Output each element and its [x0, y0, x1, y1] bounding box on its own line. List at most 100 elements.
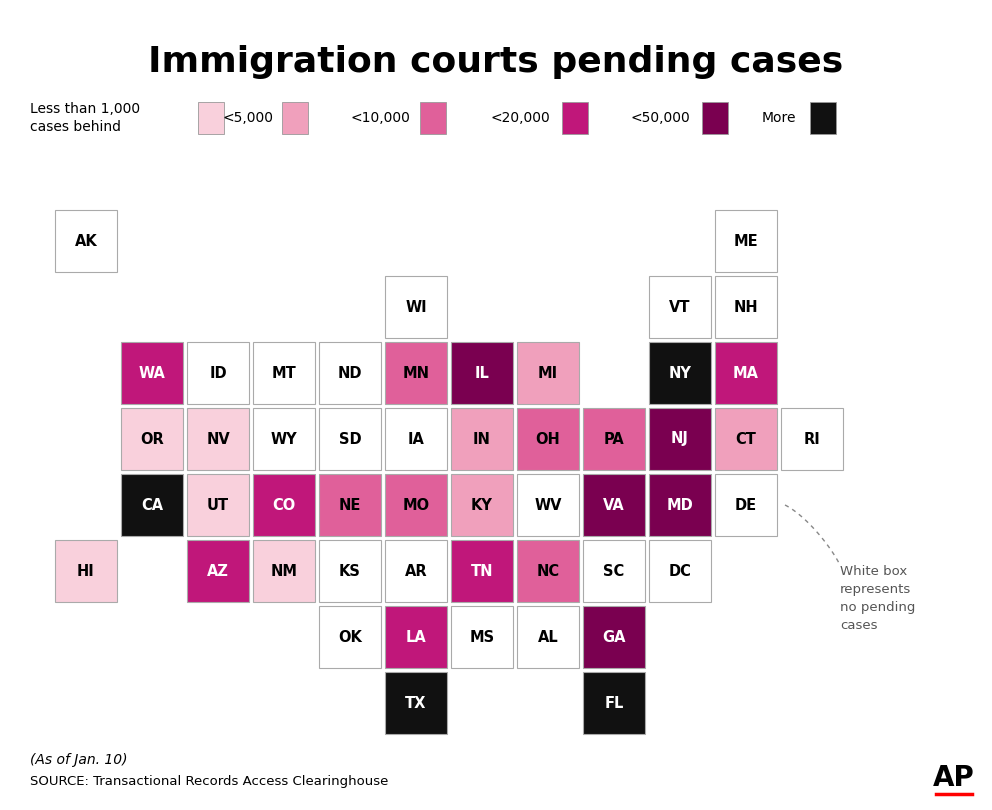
Bar — [649, 276, 711, 338]
Text: DE: DE — [735, 497, 757, 513]
Bar — [649, 474, 711, 536]
Bar — [649, 408, 711, 470]
Bar — [517, 606, 579, 668]
Text: VT: VT — [670, 300, 690, 314]
Text: <10,000: <10,000 — [350, 111, 410, 125]
Bar — [451, 540, 513, 602]
Text: UT: UT — [207, 497, 229, 513]
Text: DC: DC — [669, 564, 691, 578]
Bar — [517, 540, 579, 602]
Bar — [385, 606, 447, 668]
Text: TN: TN — [471, 564, 493, 578]
Bar — [517, 408, 579, 470]
Bar — [385, 342, 447, 404]
Text: AP: AP — [933, 764, 975, 792]
Bar — [715, 210, 777, 272]
Bar — [517, 474, 579, 536]
Text: MO: MO — [403, 497, 430, 513]
Text: IL: IL — [474, 365, 489, 381]
Text: IA: IA — [408, 432, 425, 446]
Bar — [55, 540, 117, 602]
Bar — [121, 342, 183, 404]
Text: KY: KY — [471, 497, 493, 513]
Text: GA: GA — [602, 629, 626, 645]
Bar — [702, 102, 728, 134]
Text: OK: OK — [338, 629, 362, 645]
Bar — [649, 540, 711, 602]
Text: <50,000: <50,000 — [630, 111, 689, 125]
Text: WA: WA — [139, 365, 166, 381]
Bar — [319, 540, 381, 602]
Text: <5,000: <5,000 — [222, 111, 273, 125]
Bar — [583, 606, 645, 668]
Text: MI: MI — [538, 365, 558, 381]
Text: MA: MA — [733, 365, 759, 381]
Bar — [187, 342, 249, 404]
Bar — [385, 276, 447, 338]
Bar — [451, 606, 513, 668]
Text: Less than 1,000
cases behind: Less than 1,000 cases behind — [30, 102, 140, 134]
Bar — [517, 342, 579, 404]
Text: NJ: NJ — [671, 432, 688, 446]
Bar — [319, 474, 381, 536]
Bar — [319, 342, 381, 404]
Bar — [385, 672, 447, 734]
Bar — [319, 408, 381, 470]
Text: OR: OR — [140, 432, 164, 446]
Text: AL: AL — [538, 629, 558, 645]
Text: TX: TX — [406, 696, 427, 710]
Bar — [253, 474, 315, 536]
Text: NV: NV — [206, 432, 230, 446]
Bar — [253, 342, 315, 404]
Bar — [198, 102, 224, 134]
Bar — [715, 408, 777, 470]
Text: White box
represents
no pending
cases: White box represents no pending cases — [840, 565, 916, 632]
Text: PA: PA — [603, 432, 624, 446]
Bar — [385, 540, 447, 602]
Text: WI: WI — [405, 300, 427, 314]
Text: SC: SC — [603, 564, 625, 578]
Bar — [583, 672, 645, 734]
Text: More: More — [762, 111, 797, 125]
Text: FL: FL — [604, 696, 624, 710]
Text: <20,000: <20,000 — [490, 111, 550, 125]
Bar — [451, 342, 513, 404]
Bar — [121, 408, 183, 470]
Text: AR: AR — [405, 564, 428, 578]
Bar — [385, 408, 447, 470]
Bar — [649, 342, 711, 404]
Text: RI: RI — [804, 432, 820, 446]
Text: VA: VA — [603, 497, 625, 513]
Text: NC: NC — [537, 564, 559, 578]
Bar — [583, 474, 645, 536]
Bar — [715, 342, 777, 404]
Bar — [55, 210, 117, 272]
Bar — [451, 474, 513, 536]
Text: MS: MS — [469, 629, 495, 645]
Text: MN: MN — [403, 365, 430, 381]
Text: (As of Jan. 10): (As of Jan. 10) — [30, 753, 128, 767]
Bar — [810, 102, 836, 134]
Bar — [187, 408, 249, 470]
Bar — [583, 540, 645, 602]
Bar — [451, 408, 513, 470]
Bar — [715, 474, 777, 536]
Bar — [562, 102, 588, 134]
Bar — [420, 102, 446, 134]
Text: HI: HI — [77, 564, 95, 578]
Bar — [282, 102, 308, 134]
Text: NM: NM — [271, 564, 298, 578]
Text: NY: NY — [669, 365, 691, 381]
Bar — [781, 408, 843, 470]
Text: MT: MT — [272, 365, 297, 381]
Text: Immigration courts pending cases: Immigration courts pending cases — [149, 45, 843, 79]
Text: CA: CA — [141, 497, 163, 513]
Bar — [715, 276, 777, 338]
Text: SOURCE: Transactional Records Access Clearinghouse: SOURCE: Transactional Records Access Cle… — [30, 775, 389, 788]
Text: WV: WV — [535, 497, 561, 513]
Text: AK: AK — [74, 233, 97, 249]
Text: IN: IN — [473, 432, 491, 446]
Text: SD: SD — [338, 432, 361, 446]
Text: ME: ME — [734, 233, 758, 249]
Text: WY: WY — [271, 432, 298, 446]
